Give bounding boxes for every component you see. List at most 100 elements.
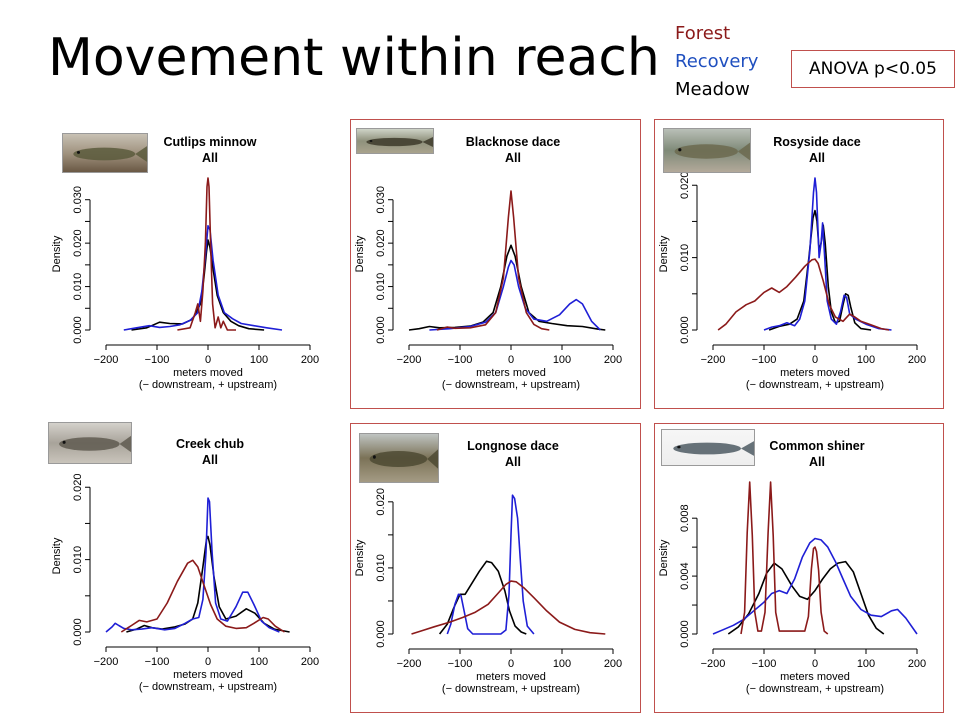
x-axis-sublabel: (− downstream, + upstream) [139,379,277,391]
y-tick-label: 0.010 [679,244,691,272]
x-tick-label: −200 [94,656,119,668]
fish-icon [73,146,147,162]
x-tick-label: 0 [812,354,818,366]
x-axis-sublabel: (− downstream, + upstream) [442,683,580,695]
x-tick-label: 0 [508,658,514,670]
series-line-meadow [727,560,885,635]
y-tick-label: 0.020 [679,171,691,199]
x-tick-label: 0 [812,658,818,670]
chart-svg: Longnose dace All −200 −100 0 100 200 meters mo… [354,439,622,695]
x-axis-label: meters moved [780,671,850,683]
x-axis-label: meters moved [173,367,243,379]
chart-subtitle: All [809,455,825,469]
x-axis-sublabel: (− downstream, + upstream) [442,379,580,391]
series-line-recovery [763,177,892,331]
y-tick-label: 0.000 [72,316,84,344]
blacknose-dace-photo [356,128,434,154]
chart-subtitle: All [809,151,825,165]
x-tick-label: 0 [205,354,211,366]
series-line-meadow [768,209,872,331]
chart-title: Common shiner [769,439,864,453]
y-tick-label: 0.010 [72,546,84,574]
x-tick-label: −100 [752,658,777,670]
x-axis-sublabel: (− downstream, + upstream) [746,683,884,695]
series-line-forest [411,580,606,635]
y-tick-label: 0.000 [679,620,691,648]
y-tick-label: 0.004 [679,562,691,590]
series-line-recovery [123,225,283,331]
x-axis-label: meters moved [476,367,546,379]
y-tick-label: 0.020 [72,473,84,501]
chart-panel-creek-chub: Creek chub All −200 −100 0 100 200 meters moved… [48,422,338,712]
y-tick-label: 0.008 [679,504,691,532]
chart-subtitle: All [202,453,218,467]
chart-title: Cutlips minnow [163,135,256,149]
chart-svg: Common shiner All −200 −100 0 100 200 meters mo… [658,439,926,695]
y-tick-label: 0.030 [72,186,84,214]
chart-title: Blacknose dace [466,135,561,149]
common-shiner-photo [661,429,755,466]
y-axis-label: Density [354,539,366,576]
x-tick-label: 200 [604,658,622,670]
y-axis-label: Density [354,235,366,272]
chart-svg: Creek chub All −200 −100 0 100 200 meters moved… [51,437,319,693]
y-axis-label: Density [658,539,670,576]
x-axis-sublabel: (− downstream, + upstream) [746,379,884,391]
series-line-recovery [712,537,918,635]
chart-panel-blacknose-dace: Blacknose dace All −200 −100 0 100 200 meters m… [350,119,641,409]
x-tick-label: 100 [857,658,875,670]
creek-chub-photo [48,422,132,464]
x-tick-label: 200 [908,354,926,366]
fish-icon [369,449,438,469]
chart-title: Rosyside dace [773,135,861,149]
chart-panel-rosyside-dace: Rosyside dace All −200 −100 0 100 200 meters mo… [654,119,944,409]
x-tick-label: 200 [908,658,926,670]
series-line-meadow [438,560,527,635]
anova-result-box: ANOVA p<0.05 [791,50,955,88]
y-tick-label: 0.010 [375,554,387,582]
x-tick-label: 100 [250,656,268,668]
x-tick-label: −100 [448,354,473,366]
series-line-forest [717,258,890,331]
x-axis-label: meters moved [173,669,243,681]
y-axis-label: Density [51,537,63,574]
series-line-recovery [446,494,535,635]
chart-subtitle: All [505,151,521,165]
x-tick-label: 200 [301,354,319,366]
chart-title: Longnose dace [467,439,559,453]
x-axis-label: meters moved [780,367,850,379]
legend-meadow: Meadow [675,79,750,100]
fish-icon [59,435,131,453]
legend-recovery: Recovery [675,51,759,72]
y-tick-label: 0.010 [72,273,84,301]
x-tick-label: −100 [145,354,170,366]
y-tick-label: 0.030 [375,186,387,214]
y-tick-label: 0.000 [375,620,387,648]
series-line-recovery [429,259,601,331]
series-line-forest [177,177,236,331]
slide-title: Movement within reach [48,28,660,88]
fish-icon [674,142,750,161]
chart-subtitle: All [505,455,521,469]
rosyside-dace-photo [663,128,751,173]
y-tick-label: 0.020 [375,229,387,257]
series-line-recovery [105,497,280,633]
legend-forest: Forest [675,23,731,44]
x-tick-label: −200 [397,354,422,366]
longnose-dace-photo [359,433,439,483]
x-tick-label: 100 [250,354,268,366]
y-tick-label: 0.000 [679,316,691,344]
x-tick-label: 100 [553,354,571,366]
series-line-forest [740,481,829,635]
y-tick-label: 0.020 [375,488,387,516]
x-tick-label: 200 [604,354,622,366]
chart-title: Creek chub [176,437,244,451]
y-tick-label: 0.000 [72,618,84,646]
x-tick-label: −200 [397,658,422,670]
x-tick-label: −200 [701,354,726,366]
y-tick-label: 0.020 [72,229,84,257]
x-tick-label: −200 [94,354,119,366]
chart-svg: Blacknose dace All −200 −100 0 100 200 meters m… [354,135,622,391]
x-tick-label: 200 [301,656,319,668]
series-line-forest [436,190,550,331]
